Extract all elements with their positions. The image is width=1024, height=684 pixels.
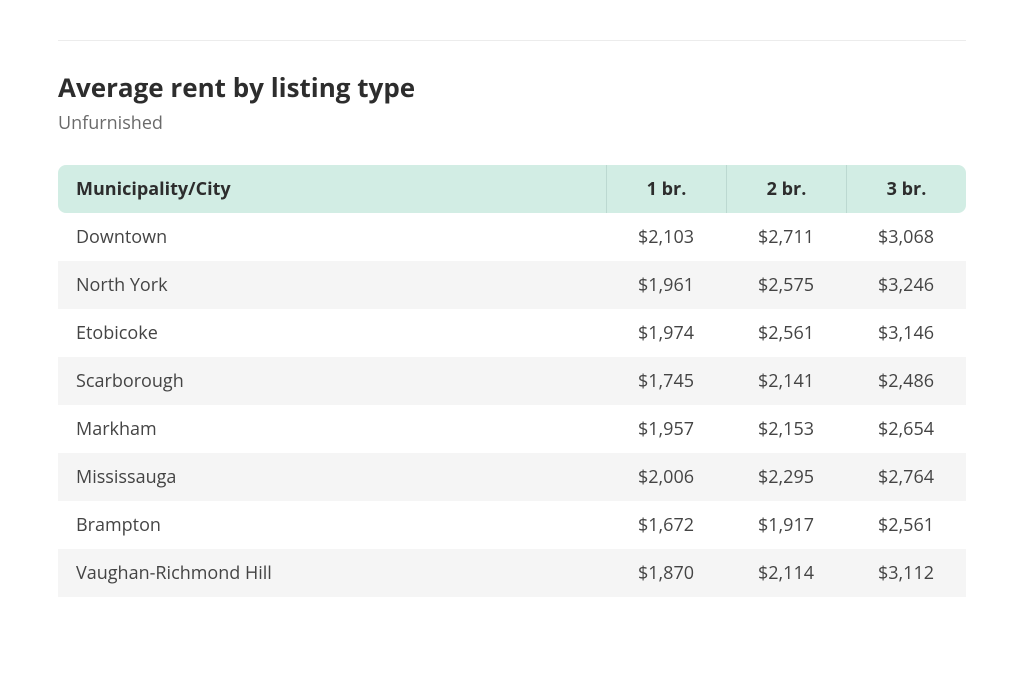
cell-1br: $2,103: [606, 213, 726, 261]
table-row: Brampton $1,672 $1,917 $2,561: [58, 501, 966, 549]
cell-3br: $3,246: [846, 261, 966, 309]
page-title: Average rent by listing type: [58, 69, 966, 105]
cell-3br: $2,486: [846, 357, 966, 405]
cell-3br: $3,068: [846, 213, 966, 261]
cell-1br: $1,745: [606, 357, 726, 405]
content-wrap: Average rent by listing type Unfurnished…: [0, 0, 1024, 597]
cell-2br: $2,295: [726, 453, 846, 501]
page-subtitle: Unfurnished: [58, 111, 966, 135]
cell-city: Brampton: [58, 501, 606, 549]
cell-3br: $2,764: [846, 453, 966, 501]
cell-3br: $2,561: [846, 501, 966, 549]
cell-1br: $1,870: [606, 549, 726, 597]
table-row: North York $1,961 $2,575 $3,246: [58, 261, 966, 309]
table-row: Downtown $2,103 $2,711 $3,068: [58, 213, 966, 261]
cell-1br: $1,961: [606, 261, 726, 309]
cell-2br: $2,711: [726, 213, 846, 261]
col-header-3br: 3 br.: [846, 165, 966, 213]
table-row: Markham $1,957 $2,153 $2,654: [58, 405, 966, 453]
cell-city: Markham: [58, 405, 606, 453]
table-row: Scarborough $1,745 $2,141 $2,486: [58, 357, 966, 405]
cell-city: Scarborough: [58, 357, 606, 405]
cell-3br: $2,654: [846, 405, 966, 453]
table-row: Etobicoke $1,974 $2,561 $3,146: [58, 309, 966, 357]
cell-2br: $2,561: [726, 309, 846, 357]
cell-1br: $1,957: [606, 405, 726, 453]
cell-city: Mississauga: [58, 453, 606, 501]
cell-2br: $2,153: [726, 405, 846, 453]
table-row: Vaughan-Richmond Hill $1,870 $2,114 $3,1…: [58, 549, 966, 597]
col-header-1br: 1 br.: [606, 165, 726, 213]
cell-city: Downtown: [58, 213, 606, 261]
top-divider: [58, 40, 966, 41]
cell-3br: $3,146: [846, 309, 966, 357]
cell-3br: $3,112: [846, 549, 966, 597]
cell-2br: $2,575: [726, 261, 846, 309]
table-row: Mississauga $2,006 $2,295 $2,764: [58, 453, 966, 501]
cell-city: Etobicoke: [58, 309, 606, 357]
col-header-city: Municipality/City: [58, 165, 606, 213]
cell-1br: $2,006: [606, 453, 726, 501]
cell-city: Vaughan-Richmond Hill: [58, 549, 606, 597]
col-header-2br: 2 br.: [726, 165, 846, 213]
table-header-row: Municipality/City 1 br. 2 br. 3 br.: [58, 165, 966, 213]
rent-table: Municipality/City 1 br. 2 br. 3 br. Down…: [58, 165, 966, 597]
cell-1br: $1,672: [606, 501, 726, 549]
cell-city: North York: [58, 261, 606, 309]
cell-1br: $1,974: [606, 309, 726, 357]
cell-2br: $2,141: [726, 357, 846, 405]
cell-2br: $2,114: [726, 549, 846, 597]
cell-2br: $1,917: [726, 501, 846, 549]
